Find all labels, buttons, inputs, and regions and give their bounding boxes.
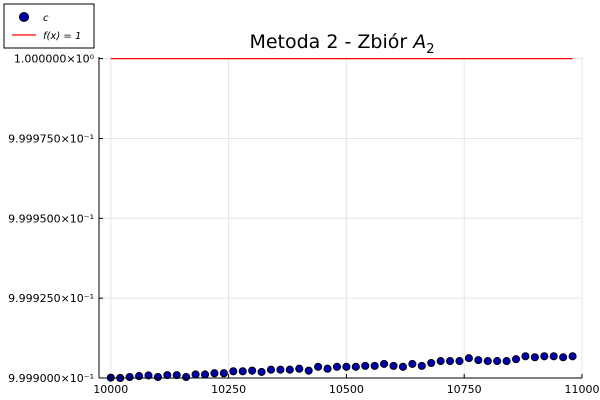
scatter-point-23 (323, 364, 332, 373)
scatter-point-11 (210, 369, 219, 378)
scatter-point-39 (474, 356, 483, 365)
chart-title: Metoda 2 - Zbiór A2 (249, 31, 434, 57)
y-tick-label-1: 9.999250×10⁻¹ (8, 292, 94, 305)
scatter-point-20 (295, 364, 304, 373)
scatter-point-17 (266, 365, 276, 374)
scatter-point-30 (389, 361, 398, 370)
scatter-point-12 (219, 369, 228, 378)
scatter-point-34 (427, 358, 436, 368)
scatter-point-29 (380, 359, 389, 368)
y-tick-label-2: 9.999500×10⁻¹ (8, 212, 94, 225)
scatter-point-44 (521, 352, 530, 361)
scatter-point-9 (191, 370, 200, 379)
scatter-point-46 (540, 352, 549, 361)
legend-marker-c (19, 12, 29, 22)
x-tick-label-4: 11000 (565, 383, 600, 396)
y-axis-ticks: 9.999000×10⁻¹ 9.999250×10⁻¹ 9.999500×10⁻¹ 9… (8, 53, 103, 385)
scatter-point-8 (182, 372, 191, 382)
scatter-point-45 (530, 353, 539, 362)
scatter-point-21 (304, 366, 313, 375)
scatter-point-4 (144, 371, 153, 380)
chart-title-main: Metoda 2 - Zbiór (249, 31, 413, 53)
x-tick-label-3: 10750 (447, 383, 482, 396)
legend-label-f: f(x) = 1 (43, 31, 81, 42)
grid (99, 57, 583, 379)
y-tick-label-3: 9.999750×10⁻¹ (8, 132, 94, 145)
scatter-point-14 (238, 367, 247, 376)
scatter-point-19 (285, 365, 294, 374)
x-tick-label-2: 10500 (329, 383, 364, 396)
scatter-point-43 (511, 355, 521, 364)
scatter-point-36 (446, 357, 455, 366)
y-tick-label-0: 9.999000×10⁻¹ (8, 372, 94, 385)
scatter-point-6 (163, 371, 172, 380)
scatter-point-25 (342, 362, 351, 371)
scatter-point-38 (464, 354, 473, 363)
scatter-point-42 (502, 357, 511, 366)
scatter-point-33 (417, 361, 426, 370)
scatter-point-47 (549, 352, 558, 361)
y-tick-label-4: 1.000000×10⁰ (14, 53, 95, 66)
scatter-point-32 (408, 359, 417, 368)
scatter-point-16 (257, 367, 266, 376)
scatter-point-3 (135, 372, 144, 381)
scatter-point-35 (436, 357, 445, 366)
scatter-point-48 (559, 353, 568, 362)
scatter-series (106, 352, 577, 383)
scatter-point-28 (370, 361, 379, 370)
scatter-point-40 (483, 357, 492, 366)
x-axis-ticks: 10000 10250 10500 10750 11000 (93, 374, 600, 396)
scatter-point-22 (314, 362, 323, 371)
scatter-point-41 (493, 357, 502, 366)
chart-title-subscript: 2 (426, 42, 434, 57)
x-tick-label-1: 10250 (211, 383, 246, 396)
scatter-point-37 (455, 357, 464, 366)
chart-title-symbol: A (411, 31, 426, 53)
legend: c f(x) = 1 (3, 3, 95, 49)
scatter-point-15 (248, 366, 257, 375)
scatter-point-26 (351, 362, 360, 371)
scatter-point-24 (332, 362, 342, 371)
scatter-point-18 (276, 365, 285, 374)
legend-label-c: c (43, 13, 49, 24)
scatter-point-7 (172, 371, 181, 380)
legend-box (3, 3, 95, 49)
scatter-point-31 (398, 362, 407, 371)
scatter-point-2 (125, 372, 134, 382)
scatter-point-5 (153, 372, 162, 382)
scatter-point-10 (200, 370, 210, 379)
scatter-point-13 (229, 367, 238, 376)
scatter-point-49 (568, 352, 577, 361)
x-tick-label-0: 10000 (93, 383, 128, 396)
scatter-point-27 (361, 361, 370, 370)
